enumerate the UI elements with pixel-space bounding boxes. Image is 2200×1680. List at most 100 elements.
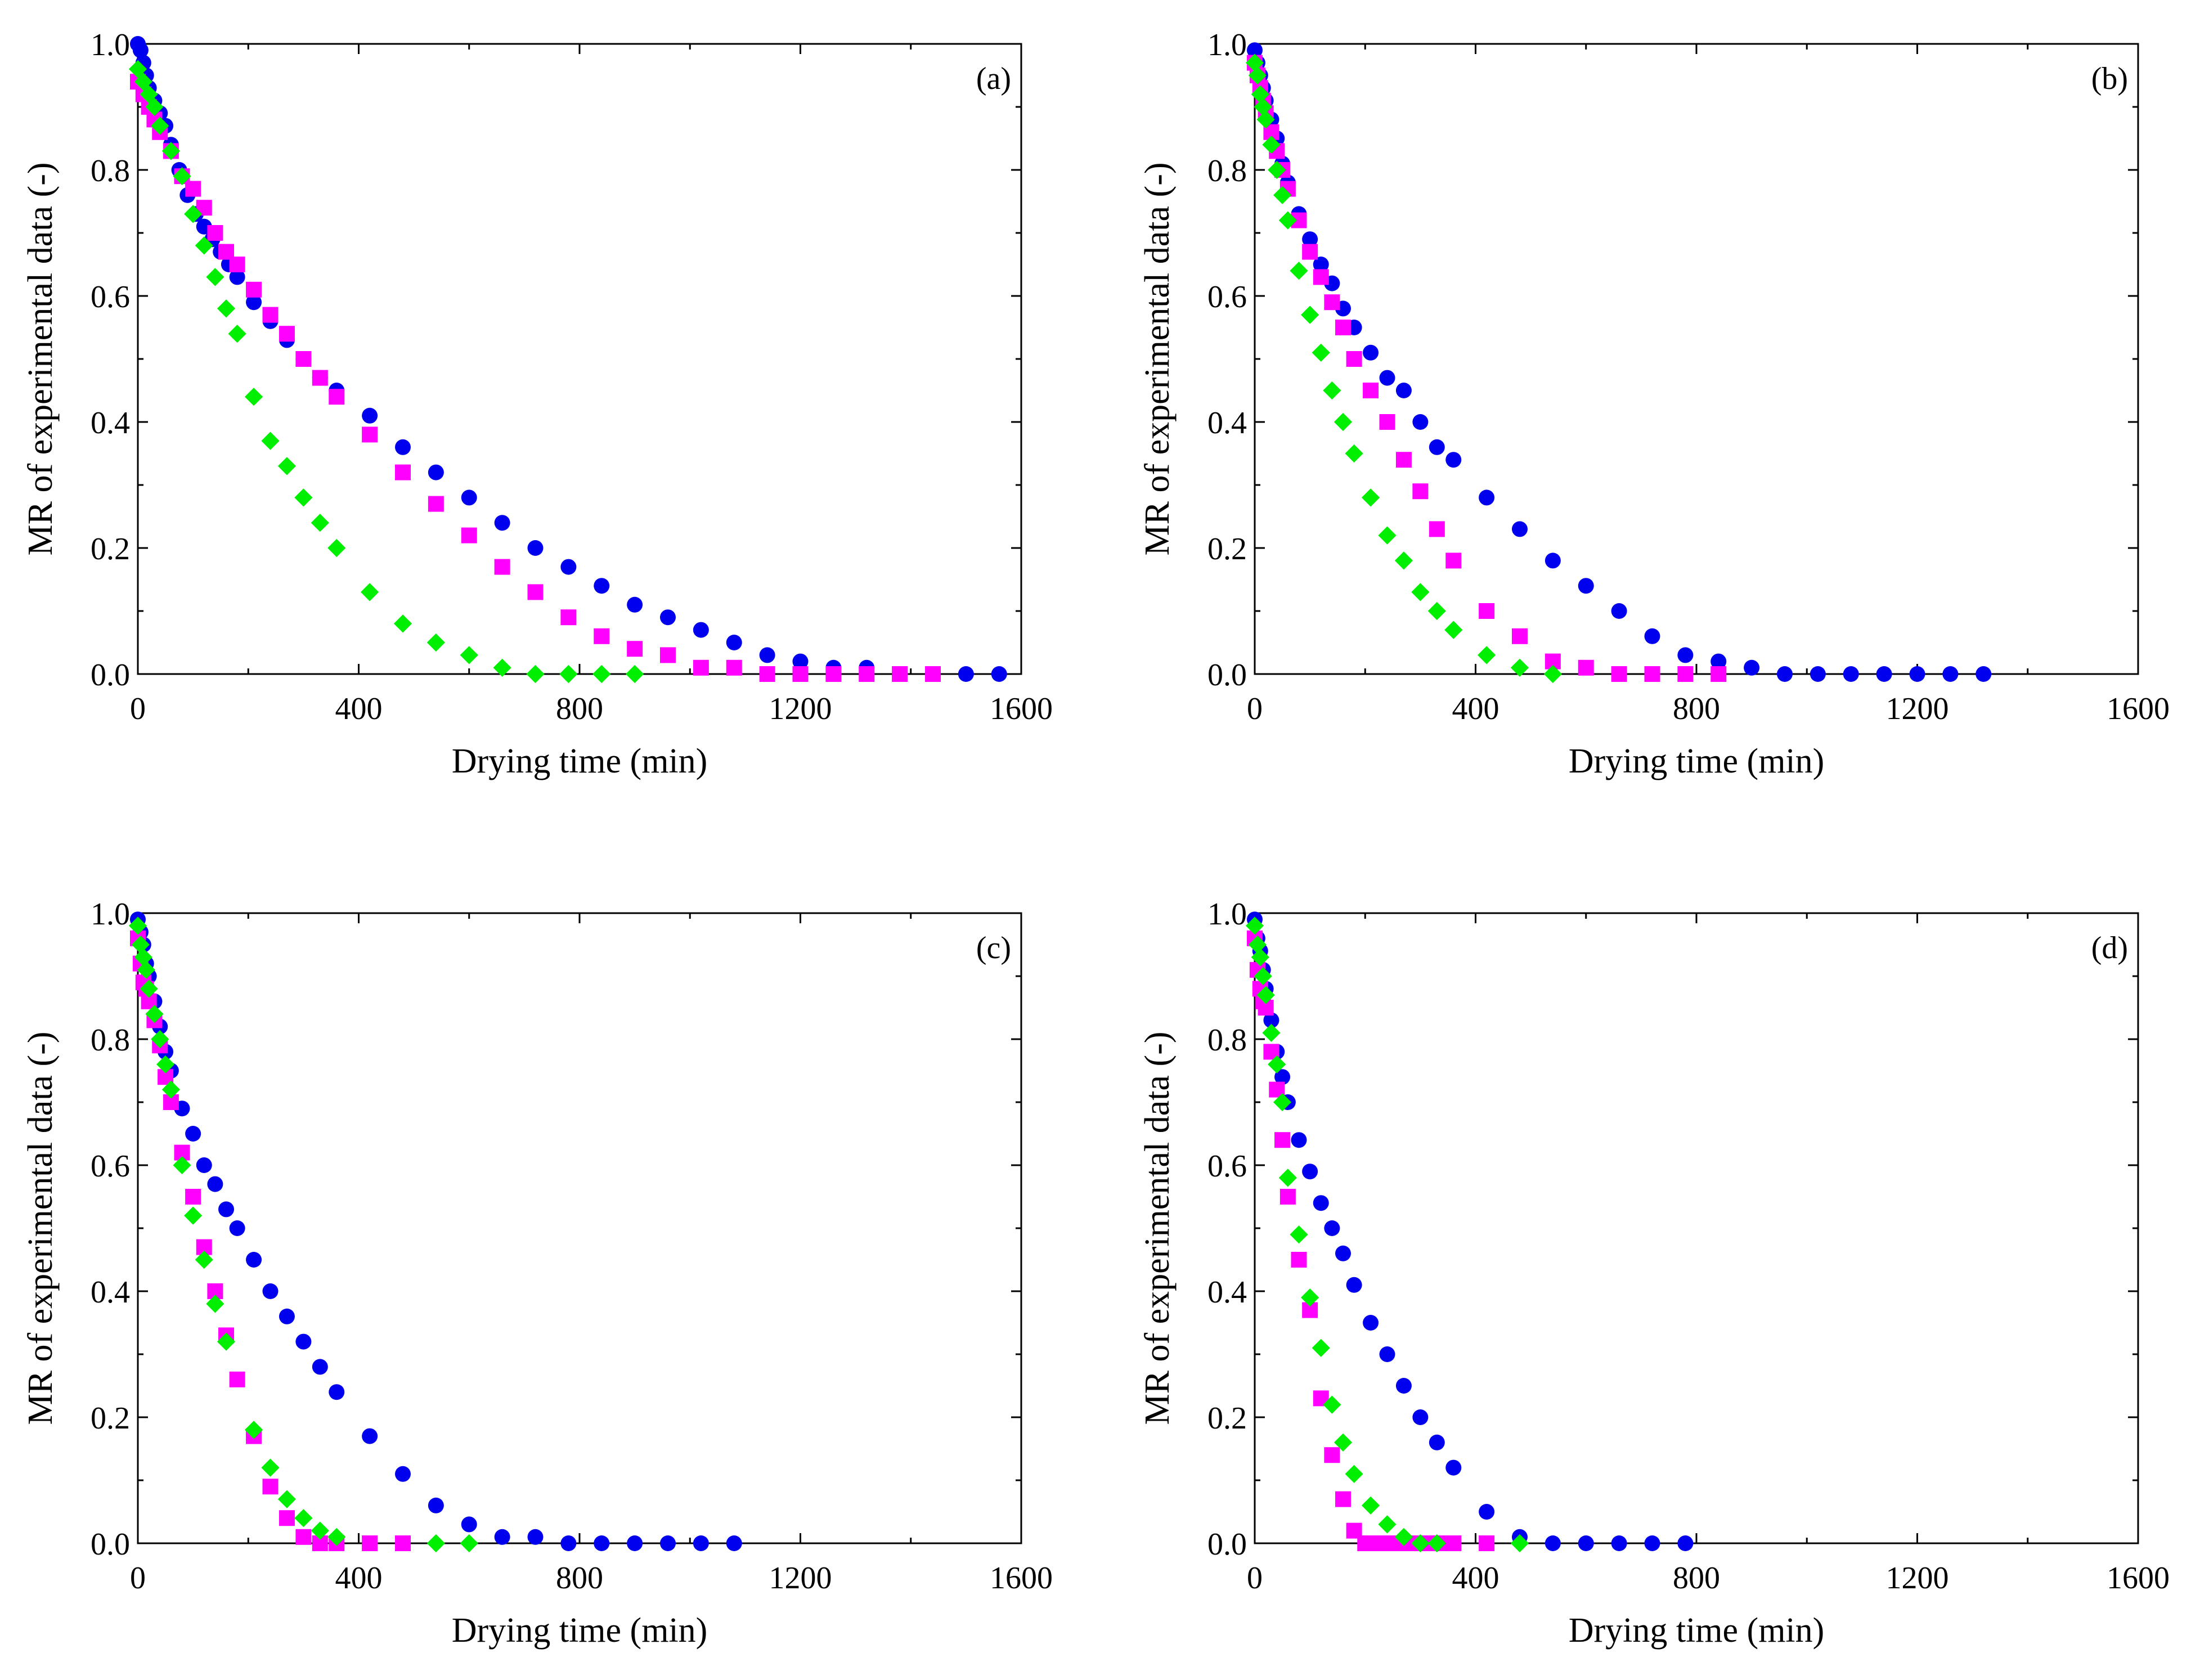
data-point-circle [1379, 370, 1395, 386]
data-point-diamond [1361, 488, 1380, 507]
data-point-diamond [426, 1534, 445, 1553]
data-point-square [1429, 521, 1445, 537]
data-point-square [461, 527, 477, 543]
data-point-square [1291, 1252, 1307, 1268]
data-point-square [693, 659, 709, 676]
data-point-circle [1611, 603, 1627, 619]
data-point-circle [494, 1529, 510, 1545]
data-point-circle [1479, 489, 1495, 506]
data-point-diamond [1394, 1528, 1413, 1546]
data-point-square [1412, 483, 1429, 500]
data-point-diamond [1427, 601, 1446, 621]
data-point-diamond [161, 1080, 180, 1099]
data-point-circle [792, 653, 809, 670]
data-point-circle [560, 1535, 577, 1551]
data-point-diamond [493, 658, 511, 677]
data-point-square [229, 257, 245, 272]
data-point-square [594, 628, 610, 644]
data-point-diamond [1345, 1465, 1363, 1483]
data-point-circle [1512, 521, 1528, 537]
data-point-diamond [156, 1055, 175, 1073]
x-tick-label: 1600 [990, 691, 1053, 726]
data-point-diamond [1323, 381, 1341, 400]
data-point-square [1611, 666, 1627, 682]
y-tick-label: 0.4 [91, 406, 130, 441]
data-point-square [660, 647, 676, 663]
series-square-d [1247, 930, 1495, 1551]
data-point-circle [207, 1176, 223, 1192]
data-point-square [1445, 552, 1462, 569]
data-point-diamond [184, 205, 203, 223]
data-point-diamond [327, 538, 346, 558]
y-tick-label: 0.4 [1207, 406, 1247, 441]
series-diamond-b [1245, 53, 1562, 684]
x-tick-label: 0 [1247, 1561, 1263, 1596]
data-point-diamond [277, 1490, 297, 1508]
data-point-diamond [151, 116, 169, 135]
plot-frame-a [137, 43, 1022, 675]
data-point-diamond [1394, 551, 1413, 570]
data-point-square [262, 307, 279, 323]
data-point-diamond [244, 388, 263, 406]
x-tick-label: 1200 [769, 1561, 832, 1596]
data-point-diamond [134, 73, 152, 91]
data-point-diamond [244, 1421, 263, 1439]
data-point-square [1335, 320, 1351, 335]
data-point-circle [1395, 383, 1412, 398]
data-point-circle [461, 489, 477, 506]
data-point-square [859, 666, 875, 682]
data-point-square [362, 1535, 378, 1551]
data-point-circle [362, 1428, 378, 1444]
data-point-circle [1363, 1315, 1379, 1331]
data-point-square [312, 370, 328, 386]
y-tick-label: 1.0 [1207, 28, 1247, 62]
data-point-square [1324, 1447, 1340, 1463]
data-point-square [892, 666, 908, 682]
data-point-circle [1876, 666, 1892, 682]
x-tick-label: 1200 [1886, 691, 1949, 726]
data-point-diamond [1361, 1496, 1380, 1515]
data-point-square [1335, 1491, 1351, 1507]
data-point-diamond [1478, 646, 1496, 664]
data-point-square [279, 1510, 295, 1526]
y-tick-label: 0.0 [1207, 1527, 1247, 1562]
data-point-circle [362, 407, 378, 424]
data-point-circle [329, 1384, 345, 1400]
data-point-diamond [1273, 1093, 1292, 1112]
data-point-diamond [1251, 948, 1269, 967]
data-point-circle [1545, 552, 1561, 569]
data-point-diamond [1245, 53, 1264, 72]
data-point-square [1710, 666, 1727, 682]
y-tick-label: 0.4 [1207, 1275, 1247, 1310]
data-point-diamond [1254, 97, 1272, 116]
data-point-square [207, 225, 223, 241]
panel-label: (a) [976, 61, 1011, 96]
ticks-a [137, 43, 1022, 675]
data-point-circle [1302, 231, 1318, 248]
data-point-square [262, 1479, 279, 1495]
y-tick-label: 0.2 [1207, 532, 1247, 567]
data-point-square [428, 496, 444, 512]
data-point-circle [991, 666, 1007, 682]
data-point-diamond [1510, 658, 1529, 677]
data-point-circle [759, 647, 775, 663]
data-point-circle [560, 559, 577, 575]
data-point-circle [1302, 1164, 1318, 1180]
data-point-circle [1545, 1535, 1561, 1551]
data-point-square [1677, 666, 1694, 682]
data-point-diamond [128, 917, 147, 935]
data-point-diamond [1268, 1055, 1286, 1073]
data-point-circle [1412, 414, 1429, 430]
data-point-diamond [526, 664, 545, 684]
data-point-circle [958, 666, 974, 682]
series-square-c [130, 930, 411, 1551]
data-point-square [1395, 452, 1412, 468]
data-point-diamond [1268, 160, 1286, 179]
data-point-diamond [1248, 935, 1267, 954]
x-tick-label: 400 [335, 1561, 383, 1596]
data-point-diamond [1411, 583, 1430, 601]
x-tick-label: 0 [1247, 691, 1263, 726]
data-point-diamond [1378, 1515, 1397, 1534]
data-point-diamond [173, 1156, 191, 1175]
data-point-diamond [195, 1250, 213, 1269]
